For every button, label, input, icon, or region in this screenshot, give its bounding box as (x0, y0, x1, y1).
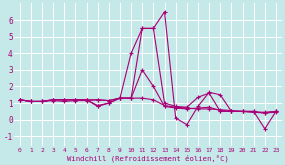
X-axis label: Windchill (Refroidissement éolien,°C): Windchill (Refroidissement éolien,°C) (67, 154, 229, 162)
